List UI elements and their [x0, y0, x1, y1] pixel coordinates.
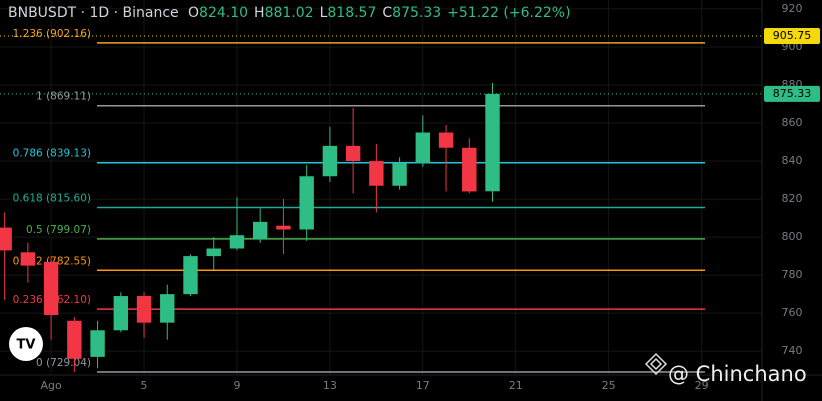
price-marker-label: 905.75 [773, 29, 812, 42]
y-tick-label: 920 [782, 2, 803, 15]
candle-body [43, 261, 59, 316]
svg-text:TV: TV [17, 338, 36, 353]
y-tick-label: 820 [782, 192, 803, 205]
y-tick-label: 780 [782, 268, 803, 281]
fib-label: 0.786 (839.13) [13, 148, 91, 160]
watermark [644, 352, 668, 376]
fib-label: 0.618 (815.60) [13, 192, 91, 204]
x-tick-label: 17 [416, 379, 430, 392]
candle-body [252, 221, 268, 240]
candle-body [345, 145, 361, 162]
candle-body [136, 296, 152, 323]
ohlc-value: 818.57 [327, 5, 376, 21]
ohlc-value: 875.33 [392, 5, 441, 21]
price-marker [764, 85, 820, 102]
tv-logo: TV [9, 327, 43, 361]
x-tick-label: Ago [40, 379, 62, 392]
ohlc-key: O [188, 5, 199, 21]
change: +51.22 (+6.22%) [447, 5, 570, 21]
candle-body [392, 162, 407, 186]
candle-body [276, 225, 291, 230]
y-tick-label: 740 [782, 344, 803, 357]
ohlc-header: O 824.10 H 881.02 L 818.57 C 875.33 +51.22 (+6.2… [188, 5, 571, 21]
ohlc-key: C [382, 5, 392, 21]
y-tick-label: 840 [782, 154, 803, 167]
x-tick-label: 25 [602, 379, 616, 392]
fib-label: 0 (729.04) [36, 357, 91, 369]
x-tick-label: 5 [141, 379, 148, 392]
candle-body [299, 176, 314, 230]
ohlc-key: L [320, 5, 328, 21]
ohlc-key: H [254, 5, 265, 21]
candle-body [415, 132, 431, 163]
y-tick-label: 860 [782, 116, 803, 129]
fib-label: 1 (869.11) [36, 91, 91, 103]
x-tick-label: 9 [233, 379, 240, 392]
candle-body [462, 147, 477, 192]
x-tick-label: 13 [323, 379, 337, 392]
candle-body [485, 93, 500, 192]
price-marker-label: 875.33 [773, 87, 812, 100]
candle-body [369, 161, 384, 186]
x-tick-label: 29 [695, 379, 709, 392]
symbol: BNBUSDT · 1D · Binance [8, 5, 179, 21]
axis-layer: 740760780800820840860880900920905.75875.… [764, 2, 820, 357]
fib-label: 1.236 (902.16) [13, 28, 91, 40]
ohlc-value: 824.10 [199, 5, 248, 21]
ohlc-value: 881.02 [265, 5, 314, 21]
watermark-text: @ Chinchano [668, 362, 807, 386]
candle-body [438, 132, 454, 148]
plot-area: Ago59131721252931.236 (902.16)1 (869.11)… [0, 0, 821, 392]
candle-body [160, 294, 175, 323]
candle-body [90, 330, 105, 357]
candle-body [183, 256, 198, 295]
candle-body [0, 227, 12, 251]
candle-body [67, 320, 82, 359]
price-marker [764, 28, 820, 45]
fib-label: 0.5 (799.07) [26, 224, 91, 236]
price-axis [762, 0, 822, 401]
x-tick-label: 21 [509, 379, 523, 392]
y-tick-label: 800 [782, 230, 803, 243]
candle-body [229, 235, 245, 249]
candle-body [113, 296, 129, 331]
candle-body [20, 252, 36, 266]
candle-body [206, 248, 221, 257]
candle-body [322, 145, 338, 177]
y-tick-label: 760 [782, 306, 803, 319]
